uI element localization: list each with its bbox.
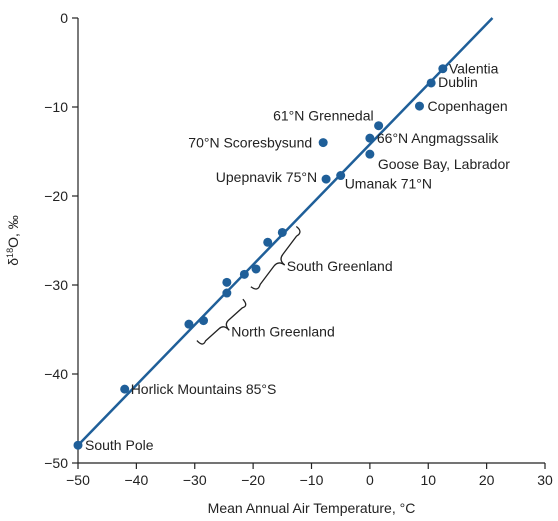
point-label: Copenhagen xyxy=(427,98,507,114)
data-point xyxy=(73,440,83,450)
x-tick-label: 20 xyxy=(479,472,495,488)
y-ticks: 0 −10 −20 −30 −40 −50 xyxy=(44,10,78,471)
y-tick-label: −30 xyxy=(44,277,68,293)
point-label: South Pole xyxy=(85,437,154,453)
y-tick-label: −10 xyxy=(44,99,68,115)
x-tick-label: 10 xyxy=(420,472,436,488)
point-label: Dublin xyxy=(438,74,478,90)
brackets: South Greenland North Greenland xyxy=(196,225,393,345)
data-point xyxy=(199,316,209,326)
x-tick-label: −50 xyxy=(66,472,90,488)
y-axis-title-sup: 18 xyxy=(5,248,15,258)
data-point xyxy=(318,138,328,148)
data-point xyxy=(426,78,436,88)
data-point xyxy=(184,319,194,329)
data-point xyxy=(120,384,130,394)
data-point xyxy=(263,237,273,247)
annotation-south-greenland: South Greenland xyxy=(287,258,393,274)
y-tick-label: −20 xyxy=(44,188,68,204)
point-label: 66°N Angmagssalik xyxy=(377,130,500,146)
data-points xyxy=(73,64,448,450)
y-tick-label: −50 xyxy=(44,455,68,471)
y-tick-label: 0 xyxy=(60,10,68,26)
data-point xyxy=(374,121,384,131)
y-axis-title-prefix: δ xyxy=(5,258,21,266)
x-tick-label: −10 xyxy=(300,472,324,488)
data-point xyxy=(365,149,375,159)
data-point xyxy=(365,133,375,143)
y-tick-label: −40 xyxy=(44,366,68,382)
point-label: Upepnavik 75°N xyxy=(216,169,317,185)
y-axis-title-suffix: O, ‰ xyxy=(5,215,21,248)
point-label: Umanak 71°N xyxy=(345,176,432,192)
data-point xyxy=(336,171,346,181)
data-point xyxy=(321,174,331,184)
point-label: 70°N Scoresbysund xyxy=(188,135,312,151)
x-tick-label: 0 xyxy=(366,472,374,488)
bracket xyxy=(250,225,301,290)
data-point xyxy=(414,101,424,111)
data-point xyxy=(239,269,249,279)
x-ticks: −50 −40 −30 −20 −10 0 10 20 30 xyxy=(66,463,553,488)
x-tick-label: −40 xyxy=(125,472,149,488)
data-point xyxy=(251,264,261,274)
data-point xyxy=(277,227,287,237)
y-axis-title: δ18O, ‰ xyxy=(5,215,21,265)
x-tick-label: −30 xyxy=(183,472,207,488)
x-tick-label: 30 xyxy=(537,472,553,488)
data-point xyxy=(222,288,232,298)
annotation-north-greenland: North Greenland xyxy=(231,323,335,339)
point-label: 61°N Grennedal xyxy=(273,108,374,124)
point-label: Goose Bay, Labrador xyxy=(378,156,510,172)
point-label: Valentia xyxy=(449,61,499,77)
axes: −50 −40 −30 −20 −10 0 10 20 30 0 −10 −20 −30 −40 −50 xyxy=(44,10,553,488)
data-point xyxy=(222,277,232,287)
x-tick-label: −20 xyxy=(241,472,265,488)
x-axis-title: Mean Annual Air Temperature, °C xyxy=(208,500,416,516)
point-label: Horlick Mountains 85°S xyxy=(131,381,277,397)
data-point xyxy=(438,64,448,74)
